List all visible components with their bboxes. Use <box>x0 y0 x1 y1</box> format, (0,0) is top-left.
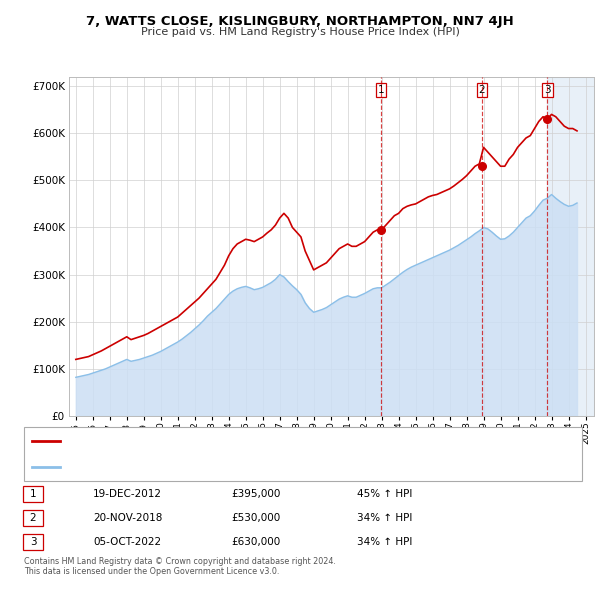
Text: 3: 3 <box>544 85 551 95</box>
Text: 34% ↑ HPI: 34% ↑ HPI <box>357 537 412 547</box>
Text: 7, WATTS CLOSE, KISLINGBURY, NORTHAMPTON, NN7 4JH (detached house): 7, WATTS CLOSE, KISLINGBURY, NORTHAMPTON… <box>66 437 423 445</box>
Text: 2: 2 <box>29 513 37 523</box>
Text: This data is licensed under the Open Government Licence v3.0.: This data is licensed under the Open Gov… <box>24 567 280 576</box>
Text: 7, WATTS CLOSE, KISLINGBURY, NORTHAMPTON, NN7 4JH: 7, WATTS CLOSE, KISLINGBURY, NORTHAMPTON… <box>86 15 514 28</box>
Text: 19-DEC-2012: 19-DEC-2012 <box>93 489 162 499</box>
Text: 1: 1 <box>29 489 37 499</box>
Text: £630,000: £630,000 <box>231 537 280 547</box>
Text: £530,000: £530,000 <box>231 513 280 523</box>
Text: 1: 1 <box>377 85 384 95</box>
Text: 20-NOV-2018: 20-NOV-2018 <box>93 513 163 523</box>
Text: HPI: Average price, detached house, West Northamptonshire: HPI: Average price, detached house, West… <box>66 463 355 472</box>
Text: 2: 2 <box>478 85 485 95</box>
Text: £395,000: £395,000 <box>231 489 280 499</box>
Text: 34% ↑ HPI: 34% ↑ HPI <box>357 513 412 523</box>
Bar <box>547 77 594 416</box>
Text: 3: 3 <box>29 537 37 547</box>
Text: 45% ↑ HPI: 45% ↑ HPI <box>357 489 412 499</box>
FancyBboxPatch shape <box>24 427 582 481</box>
Text: Contains HM Land Registry data © Crown copyright and database right 2024.: Contains HM Land Registry data © Crown c… <box>24 558 336 566</box>
Text: Price paid vs. HM Land Registry's House Price Index (HPI): Price paid vs. HM Land Registry's House … <box>140 27 460 37</box>
Text: 05-OCT-2022: 05-OCT-2022 <box>93 537 161 547</box>
